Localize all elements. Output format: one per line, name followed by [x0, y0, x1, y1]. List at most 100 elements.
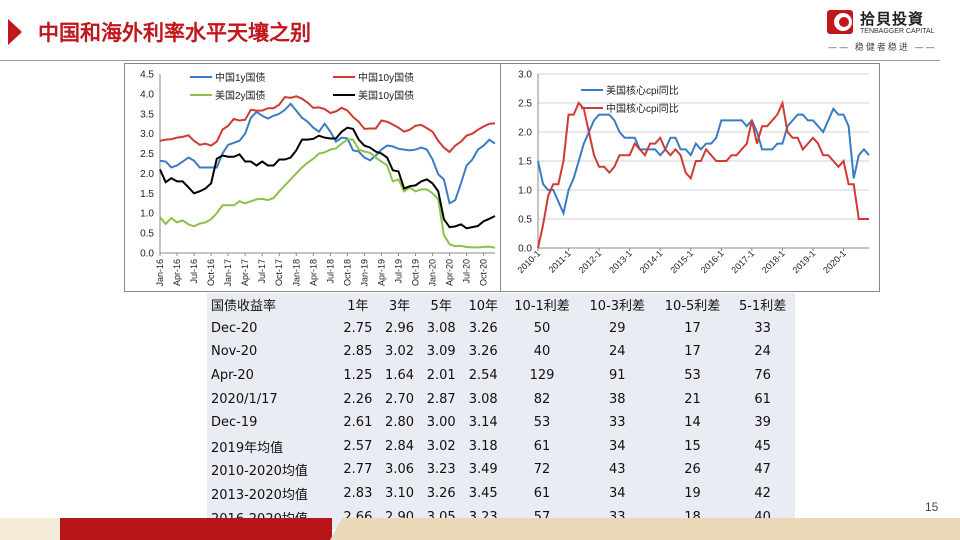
y-tick-label: 3.5	[140, 109, 154, 120]
table-cell: 53	[533, 415, 551, 431]
column-header: 10年	[468, 299, 498, 315]
column-header: 5年	[430, 299, 452, 315]
table-cell: 2.70	[385, 391, 414, 407]
y-tick-label: 4.5	[140, 70, 154, 81]
y-tick-label: 0.5	[140, 229, 154, 240]
table-header: 国债收益率 1年 3年 5年 10年 10-1利差 10-3利差 10-5利差 5-1利差	[207, 293, 795, 317]
x-tick-label: Oct-20	[479, 259, 489, 286]
table-cell: 2.84	[385, 438, 414, 454]
column-header: 3年	[388, 299, 411, 315]
x-tick-label: Jan-19	[359, 259, 369, 287]
x-tick-label: 2016-1	[699, 248, 726, 275]
table-cell: 21	[684, 391, 701, 407]
series-line-4	[159, 126, 496, 230]
table-cell: 76	[754, 368, 771, 384]
table-cell: 3.10	[385, 486, 414, 502]
footer-band	[0, 518, 60, 540]
table-cell: 3.26	[426, 486, 456, 502]
table-cell: 2019年均值	[211, 440, 284, 456]
table-cell: 3.18	[468, 438, 498, 454]
table-cell: 2020/1/17	[211, 391, 278, 407]
table-row: Apr-20 1.25 1.64 2.01 2.54 129 91 53 76	[207, 364, 795, 388]
x-tick-label: Jul-17	[257, 259, 267, 284]
header-divider	[0, 60, 940, 61]
table-cell: 14	[684, 415, 701, 431]
bond-yield-chart: 0.0 0.5 1.0 1.5 2.0 2.5 3.0 3.5 4.0 4.5 Jan-16 Apr-…	[124, 63, 501, 292]
table-row: Dec-19 2.61 2.80 3.00 3.14 53 33 14 39	[207, 411, 795, 435]
table-cell: 3.23	[426, 462, 456, 478]
series-line-2	[537, 99, 869, 249]
x-tick-label: 2012-1	[577, 248, 604, 275]
y-tick-label: 1.5	[140, 189, 154, 200]
table-cell: 2.75	[343, 320, 373, 336]
table-cell: 61	[754, 391, 771, 407]
table-cell: 3.26	[468, 320, 498, 336]
table-cell: 3.02	[426, 438, 456, 454]
table-cell: 1.25	[343, 368, 373, 384]
table-cell: 2.96	[385, 320, 414, 336]
table-cell: 42	[754, 486, 771, 502]
x-tick-label: Apr-20	[445, 259, 455, 286]
table-cell: 3.06	[385, 462, 414, 478]
legend-label: 中国10y国债	[358, 71, 414, 84]
x-tick-label: 2019-1	[791, 248, 818, 275]
table-cell: 2.77	[343, 462, 373, 478]
table-row: Nov-20 2.85 3.02 3.09 3.26 40 24 17 24	[207, 340, 795, 364]
table-cell: 2.01	[426, 368, 456, 384]
table-cell: Nov-20	[211, 344, 258, 360]
x-tick-label: Oct-16	[206, 259, 216, 286]
table-cell: 3.49	[468, 462, 498, 478]
table-cell: 50	[533, 320, 551, 336]
table-cell: 3.45	[468, 486, 498, 502]
x-tick-label: Jan-17	[223, 259, 233, 287]
column-header: 国债收益率	[211, 299, 277, 315]
table-cell: 2.57	[343, 438, 373, 454]
table-cell: Dec-19	[211, 415, 258, 431]
table-cell: 91	[609, 368, 626, 384]
footer-beige-band	[330, 518, 960, 540]
table-cell: 33	[609, 415, 626, 431]
y-tick-label: 0.0	[518, 244, 532, 255]
table-cell: 34	[609, 486, 626, 502]
x-tick-label: Jul-19	[393, 259, 403, 284]
table-cell: 17	[684, 344, 701, 360]
table-cell: 3.08	[468, 391, 498, 407]
logo-icon	[827, 10, 853, 34]
x-tick-label: Apr-16	[172, 259, 182, 286]
table-cell: 53	[684, 368, 701, 384]
table-cell: 2.80	[385, 415, 414, 431]
table-cell: 2.85	[343, 344, 373, 360]
table-cell: 3.00	[426, 415, 456, 431]
table-cell: Dec-20	[211, 320, 258, 336]
table-cell: 19	[684, 486, 701, 502]
table-cell: 15	[684, 438, 701, 454]
y-tick-label: 2.0	[140, 169, 154, 180]
table-cell: 38	[609, 391, 626, 407]
table-cell: 40	[533, 344, 551, 360]
table-row: 2010-2020均值 2.77 3.06 3.23 3.49 72 43 26 47	[207, 458, 795, 482]
column-header: 1年	[347, 299, 369, 315]
series-line-2	[159, 95, 496, 154]
table-cell: 43	[609, 462, 626, 478]
core-cpi-chart: 0.0 0.5 1.0 1.5 2.0 2.5 3.0 2010-1 2011-1 2012-1 2…	[500, 63, 880, 292]
y-tick-label: 1.5	[518, 157, 532, 168]
x-tick-label: Jan-18	[291, 259, 301, 287]
table-row: 2013-2020均值 2.83 3.10 3.26 3.45 61 34 19 42	[207, 482, 795, 506]
footer-red-band	[60, 518, 332, 540]
y-tick-label: 0.0	[140, 249, 154, 260]
table-cell: 2013-2020均值	[211, 488, 308, 504]
table-cell: Apr-20	[211, 368, 254, 384]
table-cell: 33	[754, 320, 771, 336]
x-tick-label: Jul-18	[325, 259, 335, 284]
table-cell: 3.08	[426, 320, 456, 336]
series-line-1	[537, 106, 870, 217]
x-tick-label: 2020-1	[821, 248, 848, 275]
logo-english: TENBAGGER CAPITAL	[860, 28, 935, 35]
table-cell: 129	[529, 368, 555, 384]
table-cell: 3.14	[468, 415, 498, 431]
table-cell: 47	[754, 462, 771, 478]
series-line-1	[159, 102, 496, 205]
page-number: 15	[925, 500, 939, 514]
x-tick-label: 2013-1	[607, 248, 634, 275]
table-cell: 72	[533, 462, 551, 478]
